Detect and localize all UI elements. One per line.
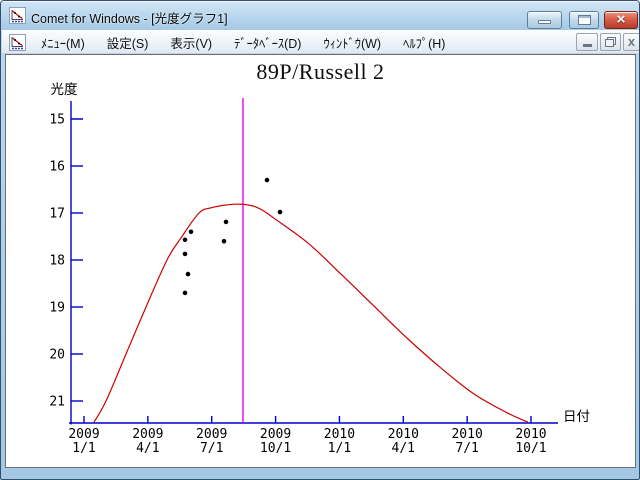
menu-items: ﾒﾆｭｰ(M) 設定(S) 表示(V) ﾃﾞｰﾀﾍﾞｰｽ(D) ｳｨﾝﾄﾞｳ(W…	[30, 30, 456, 54]
window-title: Comet for Windows - [光度グラフ1]	[31, 12, 228, 26]
app-icon[interactable]	[9, 7, 26, 24]
mdi-minimize-icon	[582, 44, 592, 47]
menu-item-help[interactable]: ﾍﾙﾌﾟ(H)	[403, 36, 446, 51]
chart-title: 89P/Russell 2	[256, 59, 385, 84]
y-tick-label: 21	[49, 395, 65, 410]
data-point	[182, 290, 188, 296]
menu-item-settings[interactable]: 設定(S)	[106, 36, 149, 51]
minimize-button[interactable]	[527, 11, 562, 29]
menu-bar: ﾒﾆｭｰ(M) 設定(S) 表示(V) ﾃﾞｰﾀﾍﾞｰｽ(D) ｳｨﾝﾄﾞｳ(W…	[2, 30, 639, 54]
x-tick-year-label: 2010	[451, 427, 482, 442]
x-axis-title: 日付	[563, 409, 590, 425]
mdi-minimize-button[interactable]	[576, 33, 598, 51]
y-tick-label: 15	[49, 113, 65, 128]
data-point	[182, 237, 188, 243]
maximize-button[interactable]	[569, 11, 599, 29]
menu-item-menu[interactable]: ﾒﾆｭｰ(M)	[41, 36, 85, 51]
menu-item-window[interactable]: ｳｨﾝﾄﾞｳ(W)	[323, 36, 382, 51]
x-tick-day-label: 10/1	[515, 441, 546, 456]
chart-client-area: 89P/Russell 2 15 16 17 18 19 20 21 2009 1/1 2009 4…	[5, 54, 636, 468]
menu-item-view[interactable]: 表示(V)	[170, 36, 213, 51]
x-tick-day-label: 1/1	[328, 441, 351, 456]
mdi-restore-button[interactable]	[600, 33, 621, 51]
mdi-close-icon: x	[627, 34, 636, 49]
x-tick-year-label: 2009	[68, 427, 99, 442]
model-curve	[93, 203, 529, 423]
document-chart-icon[interactable]	[9, 34, 26, 51]
data-point	[182, 251, 188, 257]
minimize-icon	[538, 20, 551, 24]
y-tick-label: 19	[49, 301, 65, 316]
x-tick-day-label: 4/1	[392, 441, 415, 456]
maximize-icon	[577, 15, 591, 25]
data-point	[277, 209, 283, 215]
x-tick-day-label: 7/1	[200, 441, 223, 456]
x-tick-day-label: 1/1	[72, 441, 95, 456]
x-tick-day-label: 7/1	[455, 441, 478, 456]
x-tick-year-label: 2010	[388, 427, 419, 442]
y-tick-label: 18	[49, 254, 65, 269]
x-tick-day-label: 4/1	[136, 441, 159, 456]
y-tick-label: 20	[49, 348, 65, 363]
x-tick-year-label: 2009	[196, 427, 227, 442]
x-tick-year-label: 2009	[260, 427, 291, 442]
y-axis-title: 光度	[51, 82, 78, 98]
close-icon: ×	[616, 11, 626, 28]
menu-item-database[interactable]: ﾃﾞｰﾀﾍﾞｰｽ(D)	[234, 36, 302, 51]
magnitude-chart: 1516171819202120091/120094/120097/120091…	[49, 82, 590, 456]
x-tick-year-label: 2010	[515, 427, 546, 442]
x-tick-year-label: 2009	[132, 427, 163, 442]
data-point	[185, 271, 191, 277]
data-point	[223, 219, 229, 225]
y-tick-label: 16	[49, 160, 65, 175]
data-point	[264, 177, 270, 183]
x-tick-day-label: 10/1	[260, 441, 291, 456]
title-bar[interactable]: Comet for Windows - [光度グラフ1] ×	[1, 1, 639, 30]
mdi-close-button[interactable]: x	[623, 33, 639, 51]
data-point	[221, 238, 227, 244]
mdi-restore-icon	[605, 37, 616, 47]
close-button[interactable]: ×	[604, 11, 638, 29]
x-tick-year-label: 2010	[324, 427, 355, 442]
y-tick-label: 17	[49, 207, 65, 222]
data-point	[188, 229, 194, 235]
